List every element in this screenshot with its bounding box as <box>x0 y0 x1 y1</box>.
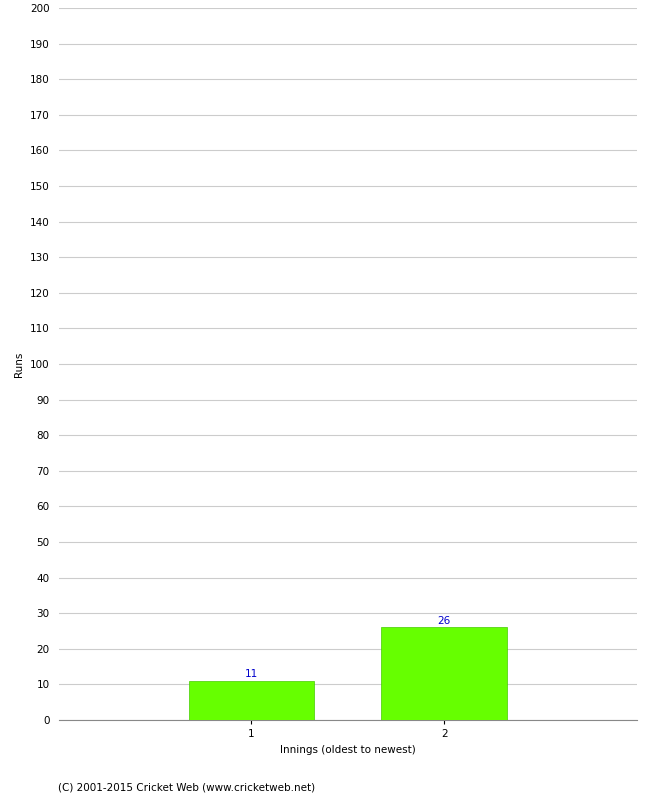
X-axis label: Innings (oldest to newest): Innings (oldest to newest) <box>280 745 415 754</box>
Text: 26: 26 <box>437 616 451 626</box>
Text: (C) 2001-2015 Cricket Web (www.cricketweb.net): (C) 2001-2015 Cricket Web (www.cricketwe… <box>58 782 316 792</box>
Bar <box>188 681 314 720</box>
Y-axis label: Runs: Runs <box>14 351 24 377</box>
Text: 11: 11 <box>244 669 258 679</box>
Bar <box>382 627 507 720</box>
